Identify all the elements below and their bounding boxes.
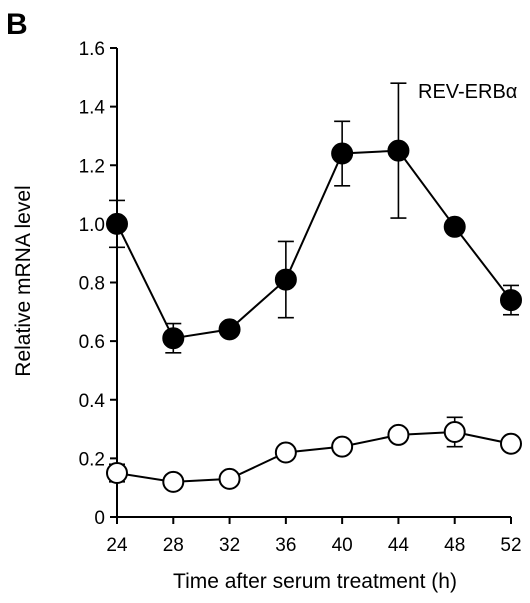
data-point [162,470,185,493]
y-tick-label: 0.2 [79,449,105,470]
data-point [500,432,522,455]
y-tick-label: 0.6 [79,332,105,353]
data-point [274,441,297,464]
x-tick-label: 24 [106,535,128,556]
y-tick-label: 1.4 [79,98,106,119]
data-point [500,289,522,312]
y-tick-label: 0.8 [79,274,105,295]
y-tick-label: 0.4 [79,391,106,412]
data-point [387,423,410,446]
chart-annotation: REV-ERBα [418,81,517,103]
series-line [116,149,512,340]
y-tick-label: 1.2 [79,156,105,177]
axes: 0 0.2 0.4 0.6 0.8 1.0 1.2 1.4 1.6 24 28 32 36 40 44 48 5… [79,39,522,556]
x-tick-label: 36 [275,535,296,556]
x-tick-label: 52 [500,535,521,556]
data-point [443,420,466,443]
x-tick-label: 40 [332,535,353,556]
data-point [162,327,185,350]
data-point [443,215,466,238]
x-tick-label: 44 [388,535,410,556]
x-axis-title: Time after serum treatment (h) [173,570,457,593]
y-axis-title: Relative mRNA level [12,185,35,376]
series-layer [106,82,522,493]
series-2 [106,416,522,493]
data-point [331,435,354,458]
x-tick-label: 28 [163,535,184,556]
data-point [106,212,128,235]
x-tick-label: 48 [444,535,465,556]
data-point [274,268,297,291]
y-tick-label: 1.6 [79,39,105,60]
y-tick-label: 1.0 [79,215,105,236]
data-point [218,467,241,490]
panel-label: B [6,8,28,41]
data-point [218,318,241,341]
data-point [387,139,410,162]
data-point [106,462,128,485]
series-1 [106,82,522,354]
x-tick-label: 32 [219,535,240,556]
data-point [331,142,354,165]
y-tick-label: 0 [94,508,105,529]
